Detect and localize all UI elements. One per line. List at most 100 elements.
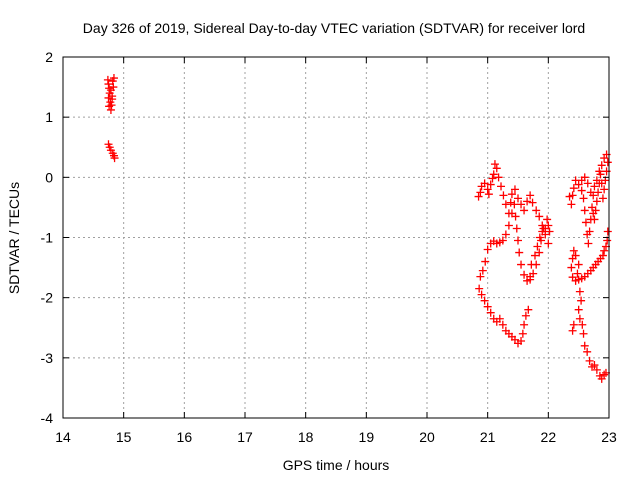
data-point [598,194,607,203]
y-tick-label: 0 [45,169,53,185]
data-point [501,200,510,209]
data-point [574,180,583,189]
data-point [578,320,587,329]
data-point [568,326,577,335]
data-point [583,179,592,188]
data-point [483,185,492,194]
data-point [600,246,609,255]
data-point [575,287,584,296]
data-point [110,154,119,163]
chart-title: Day 326 of 2019, Sidereal Day-to-day VTE… [83,20,585,36]
y-tick-label: 2 [45,49,53,65]
data-point [489,170,498,179]
y-tick-label: -2 [41,290,54,306]
x-tick-label: 17 [237,429,253,445]
data-point [569,184,578,193]
y-tick-label: -3 [41,350,54,366]
data-point [506,198,515,207]
data-point [520,270,529,279]
data-point [477,290,486,299]
data-point [104,93,113,102]
data-point [595,179,604,188]
data-point [108,92,117,101]
data-point [597,161,606,170]
data-point [574,305,583,314]
data-point [592,365,601,374]
data-point [524,305,533,314]
data-point [504,221,513,230]
data-point [581,218,590,227]
data-point [575,314,584,323]
data-point [480,179,489,188]
data-point [475,284,484,293]
x-tick-label: 14 [55,429,71,445]
axis-ticks [62,56,610,419]
data-point [512,224,521,233]
data-point [526,272,535,281]
y-axis-label: SDTVAR / TECUs [6,182,22,294]
data-point [569,320,578,329]
data-point [483,245,492,254]
data-point [515,248,524,257]
data-point [590,361,599,370]
data-point [600,370,609,379]
data-point [571,251,580,260]
data-point [579,194,588,203]
data-point [580,341,589,350]
data-point [594,188,603,197]
x-axis-label: GPS time / hours [283,457,390,473]
data-point [573,269,582,278]
data-point [486,180,495,189]
data-point [520,206,529,215]
data-point [597,374,606,383]
data-point [492,164,501,173]
data-point [480,296,489,305]
data-point [521,311,530,320]
data-point [523,197,532,206]
data-point [585,227,594,236]
data-point [574,260,583,269]
x-tick-label: 20 [419,429,435,445]
data-point [589,209,598,218]
data-point [478,266,487,275]
data-point [517,260,526,269]
data-point [109,83,118,92]
data-point [585,356,594,365]
data-point [510,200,519,209]
data-point [532,206,541,215]
data-point [528,198,537,207]
y-tick-label: -1 [41,230,54,246]
data-point [544,221,553,230]
data-point [569,246,578,255]
data-point [590,215,599,224]
x-tick-label: 21 [480,429,496,445]
x-tick-label: 18 [298,429,314,445]
x-tick-label: 15 [116,429,132,445]
x-tick-labels: 14 15 16 17 18 19 20 21 22 23 [55,429,617,445]
x-tick-label: 19 [359,429,375,445]
data-point [580,173,589,182]
data-point [535,212,544,221]
data-point [568,273,577,282]
data-point [476,272,485,281]
y-tick-labels: 2 1 0 -1 -2 -3 -4 [41,49,54,426]
data-point [481,257,490,266]
data-point [495,314,504,323]
x-tick-label: 22 [541,429,557,445]
data-point [514,236,522,245]
data-point [507,190,516,199]
data-point [498,320,507,329]
data-point [592,197,601,206]
data-points [103,74,612,383]
data-point [497,182,506,191]
data-point [603,158,612,167]
data-point [545,227,554,236]
data-point [586,188,595,197]
data-point [577,296,586,305]
data-point [580,206,589,215]
data-point [514,194,522,203]
data-point [567,200,576,209]
data-point [603,227,612,236]
data-point [583,347,592,356]
